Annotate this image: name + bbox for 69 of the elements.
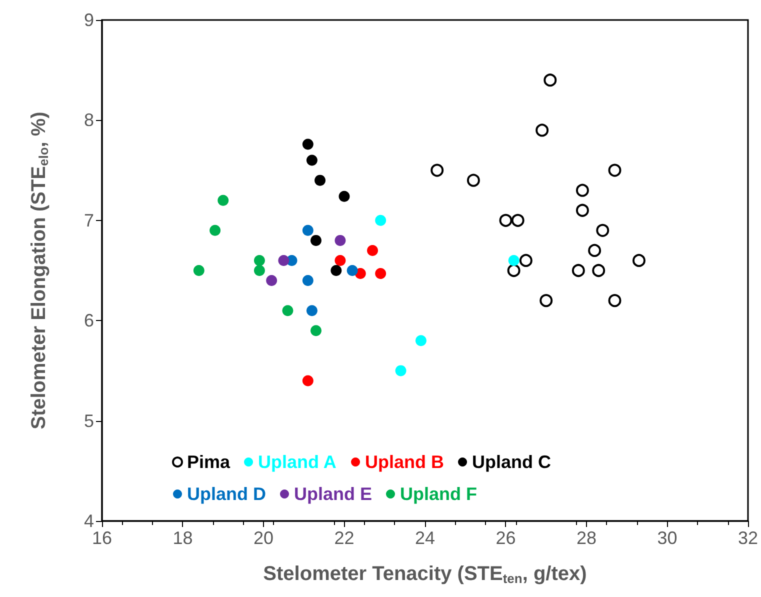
x-tick-label: 20: [253, 528, 274, 548]
point: [282, 305, 294, 316]
point: [193, 265, 204, 276]
point: [596, 224, 610, 237]
point: [302, 224, 314, 236]
point: [466, 174, 480, 187]
point: [314, 174, 326, 186]
point: [330, 265, 342, 276]
point: [576, 184, 589, 197]
x-tick-label: 22: [334, 528, 354, 548]
y-tick-label: 7: [84, 210, 94, 230]
point: [302, 138, 314, 150]
x-tick-label: 24: [414, 528, 436, 548]
point: [302, 275, 314, 286]
legend-label: Upland D: [187, 484, 266, 504]
point: [367, 244, 378, 256]
y-tick-label: 5: [84, 410, 94, 431]
point: [278, 254, 290, 266]
y-axis-title: Stelometer Elongation (STEelo, %): [28, 112, 51, 430]
point: [346, 265, 358, 276]
point: [588, 244, 602, 257]
point: [507, 264, 520, 277]
y-tick-label: 6: [84, 310, 94, 331]
point: [608, 164, 622, 177]
x-tick-label: 32: [738, 528, 758, 548]
point: [210, 224, 221, 236]
point: [511, 214, 524, 227]
point: [592, 264, 606, 277]
x-tick-label: 16: [92, 528, 112, 548]
point: [254, 254, 265, 266]
y-tick-label: 8: [84, 110, 94, 130]
x-tick-label: 30: [657, 528, 678, 548]
legend-label: Upland E: [294, 484, 372, 504]
y-tick-label: 9: [84, 10, 94, 30]
point: [572, 264, 585, 277]
point: [540, 294, 553, 308]
x-tick-label: 26: [496, 528, 516, 548]
x-tick-label: 28: [576, 528, 597, 548]
legend-label: Upland A: [258, 452, 336, 472]
point: [415, 335, 426, 346]
point: [310, 234, 322, 246]
y-tick-label: 4: [84, 511, 94, 531]
x-tick-label: 18: [172, 528, 193, 548]
legend-label: Pima: [187, 452, 232, 472]
point: [430, 164, 444, 177]
point: [499, 214, 512, 227]
point: [375, 214, 386, 226]
point: [544, 74, 557, 87]
point: [334, 234, 346, 246]
point: [338, 190, 350, 202]
point: [306, 305, 318, 316]
point: [310, 325, 322, 336]
point: [266, 275, 278, 286]
legend-label: Upland F: [400, 484, 477, 504]
point: [254, 265, 265, 276]
point: [218, 194, 229, 206]
point: [334, 254, 346, 266]
point: [508, 254, 520, 266]
point: [608, 294, 622, 308]
point: [302, 375, 314, 386]
legend-label: Upland C: [472, 452, 552, 472]
point: [536, 124, 549, 137]
legend-label: Upland B: [365, 452, 444, 472]
point: [632, 254, 646, 267]
point: [519, 254, 532, 267]
point: [576, 204, 589, 217]
point: [375, 268, 386, 280]
point: [395, 365, 406, 376]
point: [306, 154, 318, 166]
